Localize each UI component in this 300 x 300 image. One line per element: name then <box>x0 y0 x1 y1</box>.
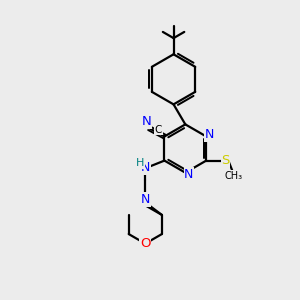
Text: S: S <box>221 154 230 167</box>
Text: N: N <box>141 193 150 206</box>
Text: N: N <box>184 168 194 181</box>
Text: N: N <box>141 161 150 175</box>
Text: C: C <box>155 125 162 135</box>
Text: CH₃: CH₃ <box>225 171 243 181</box>
Text: O: O <box>140 237 151 250</box>
Text: N: N <box>205 128 214 142</box>
Text: N: N <box>142 115 151 128</box>
Text: H: H <box>136 158 145 168</box>
